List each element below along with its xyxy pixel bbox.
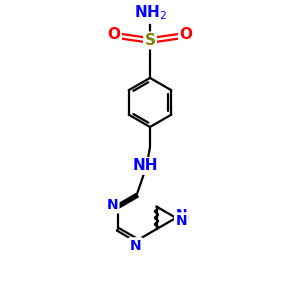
Text: N: N (130, 238, 141, 253)
Text: N: N (176, 214, 187, 228)
Text: O: O (107, 27, 120, 42)
Text: N: N (106, 198, 118, 212)
Text: S: S (145, 33, 155, 48)
Text: N: N (176, 208, 187, 222)
Text: NH: NH (133, 158, 158, 173)
Text: O: O (180, 27, 193, 42)
Text: NH$_2$: NH$_2$ (134, 4, 166, 22)
